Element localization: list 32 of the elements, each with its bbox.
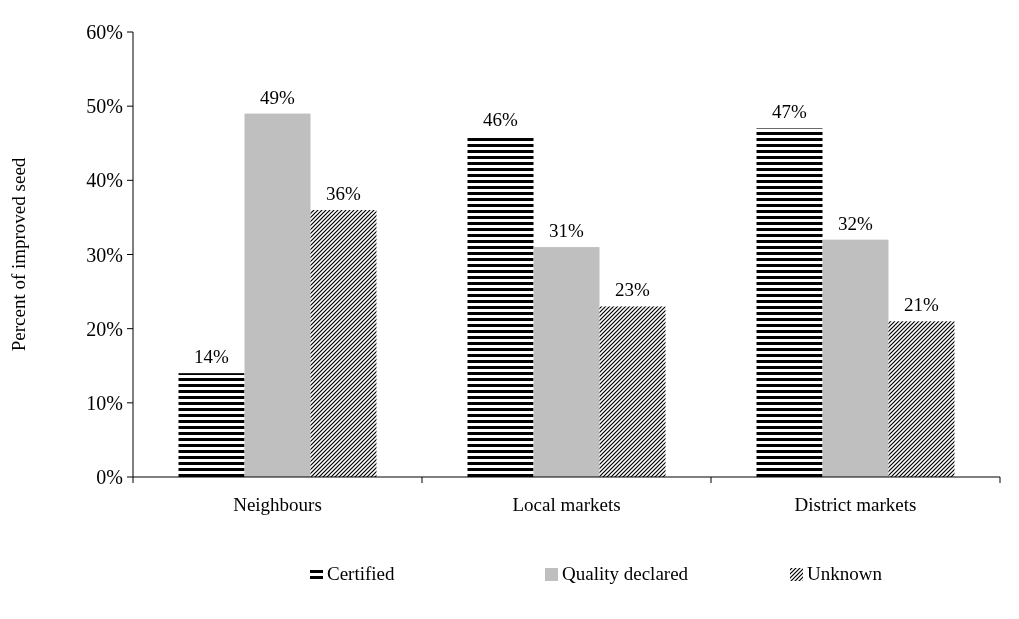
bar <box>310 210 377 477</box>
bar <box>599 306 666 477</box>
x-tick-label: District markets <box>794 494 917 515</box>
data-label: 32% <box>838 212 874 234</box>
data-label: 49% <box>260 86 296 108</box>
bar <box>888 321 955 477</box>
y-tick-label: 30% <box>86 243 123 266</box>
y-tick-label: 10% <box>86 391 123 414</box>
y-tick-label: 20% <box>86 317 123 340</box>
data-label: 23% <box>615 279 651 301</box>
bar <box>467 135 534 477</box>
data-label: 36% <box>326 183 362 204</box>
bar <box>822 239 889 477</box>
y-tick-label: 40% <box>86 169 123 192</box>
bar <box>244 113 311 477</box>
data-label: 31% <box>549 220 585 242</box>
data-label: 47% <box>772 101 808 123</box>
y-tick-label: 60% <box>86 21 123 43</box>
bar <box>178 373 245 477</box>
y-axis-title: Percent of improved seed <box>8 157 29 352</box>
bar <box>533 247 600 477</box>
y-tick-label: 0% <box>96 466 123 488</box>
y-tick-label: 50% <box>86 95 123 118</box>
legend-label: Quality declared <box>562 563 689 584</box>
data-label: 21% <box>904 294 940 316</box>
legend-label: Unknown <box>807 563 883 584</box>
bar <box>756 128 823 477</box>
x-tick-label: Local markets <box>512 494 621 515</box>
x-tick-label: Neighbours <box>233 494 322 515</box>
data-label: 46% <box>483 108 519 130</box>
data-label: 14% <box>194 346 230 368</box>
legend-label: Certified <box>327 563 396 584</box>
